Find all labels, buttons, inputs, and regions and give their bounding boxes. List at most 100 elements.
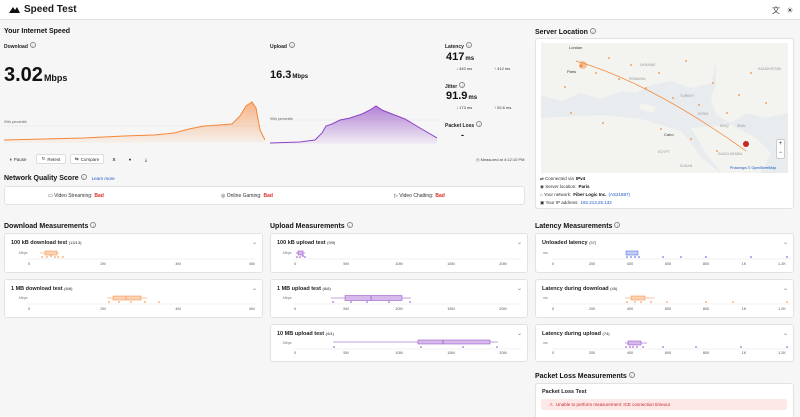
chevron-down-icon[interactable]: ⌄ [782,286,788,292]
tv-icon: ▭ [48,193,53,199]
chevron-down-icon[interactable]: ⌄ [251,240,257,246]
download-100kb-card[interactable]: 100 kB download test (13/13) ⌄ Mbps 0 2M… [4,233,263,273]
latency-during-upload-card[interactable]: Latency during upload (74) ⌄ ms 0 200 40… [535,324,794,362]
camera-icon: ▷ [394,193,398,199]
latency-label: Latency i [445,42,472,50]
upload-measurements-title: Upload Measurements i [270,222,353,230]
map-label-iraq: IRAQ [720,124,729,128]
boxplot [551,250,791,260]
card-title: Unloaded latency (37) [542,240,597,246]
location-icon: ◉ [540,184,544,189]
x-tick: 5M [343,307,349,311]
quality-section-title: Network Quality Score i Learn more [4,174,115,182]
latency-during-download-card[interactable]: Latency during download (45) ⌄ ms 0 200 … [535,279,794,318]
x-tick: 400 [626,262,634,266]
x-tick: 800 [702,351,710,355]
x-tick: 0 [551,307,555,311]
map-zoom-controls: + − [776,139,785,159]
quality-panel [4,186,525,205]
x-tick: 10M [395,262,403,266]
chevron-down-icon[interactable]: ⌄ [782,331,788,337]
download-chart [4,101,265,143]
x-tick: 200 [588,351,596,355]
x-tick: 2M [100,262,106,266]
boxplot [27,295,255,305]
server-map[interactable] [541,43,788,173]
x-tick: 15M [447,307,455,311]
x-tick: 0 [27,262,31,266]
chevron-down-icon[interactable]: ⌄ [516,331,522,337]
x-tick: 20M [499,262,507,266]
x-tick: 0 [551,262,555,266]
info-icon: i [459,82,466,88]
x-tick: 600 [664,307,672,311]
download-1mb-card[interactable]: 1 MB download test (8/8) ⌄ Mbps 0 2M 4M … [4,279,263,318]
info-icon: i [476,121,483,127]
compare-button[interactable]: ⇆ Compare [70,154,104,164]
map-attribution[interactable]: Protomaps © OpenStreetMap [730,166,777,170]
translate-icon[interactable]: 文 [772,5,780,15]
chevron-down-icon[interactable]: ⌄ [516,240,522,246]
x-tick: 0 [551,351,555,355]
chevron-down-icon[interactable]: ⌄ [251,286,257,292]
app-title: Speed Test [24,4,77,15]
map-label-saudi-arabia: SAUDI ARABIA [718,152,743,156]
x-tick: 15M [447,351,455,355]
map-label-paris: Paris [567,69,577,74]
network-info: ⌂ Your network: Fiber Logic Inc. (AS21887) [540,192,631,197]
chevron-down-icon[interactable]: ⌄ [782,240,788,246]
connected-via: ⇄ Connected via IPv4 [540,176,586,181]
x-tick: 2M [100,307,106,311]
boxplot [293,339,521,350]
latency-measurements-title: Latency Measurements i [535,222,621,230]
x-tick: 200 [588,307,596,311]
map-label-ukraine: UKRAINE [640,63,656,67]
card-title: 1 MB upload test (8/8) [277,286,331,292]
gamepad-icon: ◎ [221,193,226,199]
card-title: 1 MB download test (8/8) [11,286,73,292]
map-label-syria: SYRIA [698,112,709,116]
pause-button[interactable]: ⏸ Pause [9,156,27,162]
boxplot [551,295,791,305]
asn-link[interactable]: (AS21887) [608,192,631,197]
x-tick: 10M [395,351,403,355]
download-percentile: 90th percentile [4,120,27,124]
jitter-download: ↓ 173 ms [456,105,473,110]
x-tick: 0 [293,307,297,311]
x-tick: 800 [702,262,710,266]
network-icon: ⌂ [540,192,543,197]
info-icon: i [29,42,36,48]
upload-10mb-card[interactable]: 10 MB upload test (4/4) ⌄ Mbps 0 5M 10M … [270,324,528,362]
zoom-in-button[interactable]: + [778,141,783,147]
upload-100kb-card[interactable]: 100 kB upload test (9/9) ⌄ Mbps 0 5M 10M… [270,233,528,273]
theme-toggle-icon[interactable]: ☀ [786,5,794,15]
clock-icon: ◷ [476,157,480,162]
share-x-icon[interactable]: X [112,156,116,162]
refresh-icon: ↻ [41,156,46,161]
chevron-down-icon[interactable]: ⌄ [516,286,522,292]
connection-icon: ⇄ [540,176,544,181]
quality-online-gaming: ◎ Online Gaming: Bad [221,193,273,199]
map-label-london: London [569,45,583,50]
x-tick: 20M [499,307,507,311]
x-tick: 400 [626,307,634,311]
retest-button[interactable]: ↻ Retest [36,154,66,164]
download-results-icon[interactable]: ⤓ [145,156,147,162]
learn-more-link[interactable]: Learn more [91,176,115,181]
unit-label: ms [543,251,548,255]
latency-value: 417ms [446,51,475,63]
ip-address[interactable]: 192.213.25.132 [580,200,612,205]
info-icon: i [628,372,635,378]
x-tick: 800 [702,307,710,311]
jitter-value: 91.9ms [446,90,478,102]
error-message: ⚠ Unable to perform measurement: ICE conn… [541,399,787,410]
zoom-out-button[interactable]: − [778,150,783,156]
packet-loss-measurements-title: Packet Loss Measurements i [535,372,635,380]
speed-section-title: Your Internet Speed [4,28,70,35]
map-label-kazakhstan: KAZAKHSTAN [758,67,782,71]
card-title: 100 kB upload test (9/9) [277,240,336,246]
share-facebook-icon[interactable]: ● [128,156,132,162]
x-tick: 1K [741,351,747,355]
unloaded-latency-card[interactable]: Unloaded latency (37) ⌄ ms 0 200 400 600… [535,233,794,273]
upload-1mb-card[interactable]: 1 MB upload test (8/8) ⌄ Mbps 0 5M 10M 1… [270,279,528,318]
